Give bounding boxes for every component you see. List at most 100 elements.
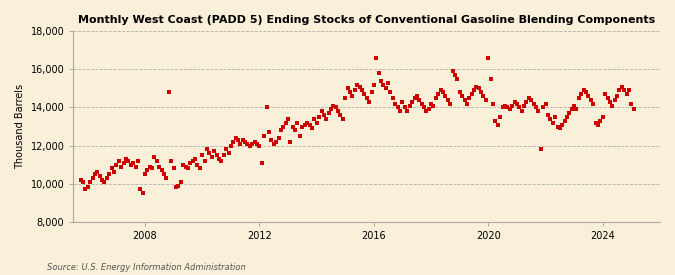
Point <box>269 141 279 146</box>
Point <box>194 166 205 170</box>
Point <box>599 92 610 96</box>
Point <box>390 101 401 106</box>
Point <box>492 122 503 127</box>
Point <box>564 111 574 116</box>
Point <box>321 117 331 121</box>
Point <box>468 88 479 93</box>
Point <box>361 96 372 100</box>
Point <box>610 98 620 102</box>
Point <box>288 124 298 129</box>
Point <box>188 159 198 163</box>
Point <box>197 153 208 157</box>
Point <box>297 124 308 129</box>
Point <box>512 101 522 106</box>
Point <box>549 115 560 119</box>
Point <box>614 88 625 93</box>
Point <box>528 101 539 106</box>
Point <box>516 109 527 114</box>
Point <box>185 161 196 165</box>
Point <box>325 107 336 112</box>
Point <box>314 115 325 119</box>
Point <box>414 98 425 102</box>
Point <box>411 94 422 98</box>
Point <box>571 107 582 112</box>
Point <box>385 90 396 94</box>
Point <box>180 164 191 169</box>
Point <box>445 101 456 106</box>
Point <box>538 105 549 110</box>
Point <box>409 96 420 100</box>
Point <box>454 90 465 94</box>
Point <box>130 164 141 169</box>
Point <box>340 96 351 100</box>
Point <box>316 109 327 114</box>
Point <box>290 128 300 133</box>
Point <box>578 88 589 93</box>
Point <box>619 88 630 93</box>
Point <box>626 101 637 106</box>
Point <box>273 136 284 140</box>
Point <box>207 155 217 159</box>
Point <box>576 92 587 96</box>
Point <box>435 88 446 93</box>
Point <box>126 163 136 167</box>
Point <box>142 168 153 172</box>
Point <box>283 117 294 121</box>
Point <box>547 120 558 125</box>
Point <box>261 105 272 110</box>
Point <box>483 56 493 60</box>
Point <box>82 185 93 190</box>
Point <box>352 82 362 87</box>
Point <box>140 172 151 176</box>
Point <box>404 103 415 108</box>
Point <box>375 79 386 83</box>
Point <box>218 153 229 157</box>
Point <box>204 151 215 155</box>
Point <box>456 94 467 98</box>
Point <box>118 161 129 165</box>
Point <box>109 170 119 174</box>
Point <box>87 176 98 180</box>
Point <box>249 139 260 144</box>
Point <box>252 141 263 146</box>
Point <box>509 100 520 104</box>
Title: Monthly West Coast (PADD 5) Ending Stocks of Conventional Gasoline Blending Comp: Monthly West Coast (PADD 5) Ending Stock… <box>78 15 655 25</box>
Point <box>497 105 508 110</box>
Point <box>123 159 134 163</box>
Point <box>447 69 458 73</box>
Point <box>159 172 169 176</box>
Point <box>345 90 356 94</box>
Point <box>199 159 210 163</box>
Point <box>554 126 565 131</box>
Point <box>621 92 632 96</box>
Point <box>171 185 182 190</box>
Point <box>371 56 381 60</box>
Point <box>144 164 155 169</box>
Point <box>452 77 463 81</box>
Point <box>612 94 622 98</box>
Point <box>524 96 535 100</box>
Point <box>566 107 577 112</box>
Point <box>146 166 157 170</box>
Point <box>473 86 484 91</box>
Point <box>211 153 222 157</box>
Point <box>616 84 627 89</box>
Point <box>285 139 296 144</box>
Point <box>311 120 322 125</box>
Point <box>397 100 408 104</box>
Point <box>471 84 482 89</box>
Point <box>504 107 515 112</box>
Point <box>381 86 392 91</box>
Point <box>244 143 255 148</box>
Point <box>543 113 554 117</box>
Point <box>478 94 489 98</box>
Point <box>450 73 460 77</box>
Point <box>442 98 453 102</box>
Point <box>507 103 518 108</box>
Point <box>378 82 389 87</box>
Point <box>230 136 241 140</box>
Point <box>466 92 477 96</box>
Point <box>75 178 86 182</box>
Point <box>323 111 334 116</box>
Point <box>383 81 394 85</box>
